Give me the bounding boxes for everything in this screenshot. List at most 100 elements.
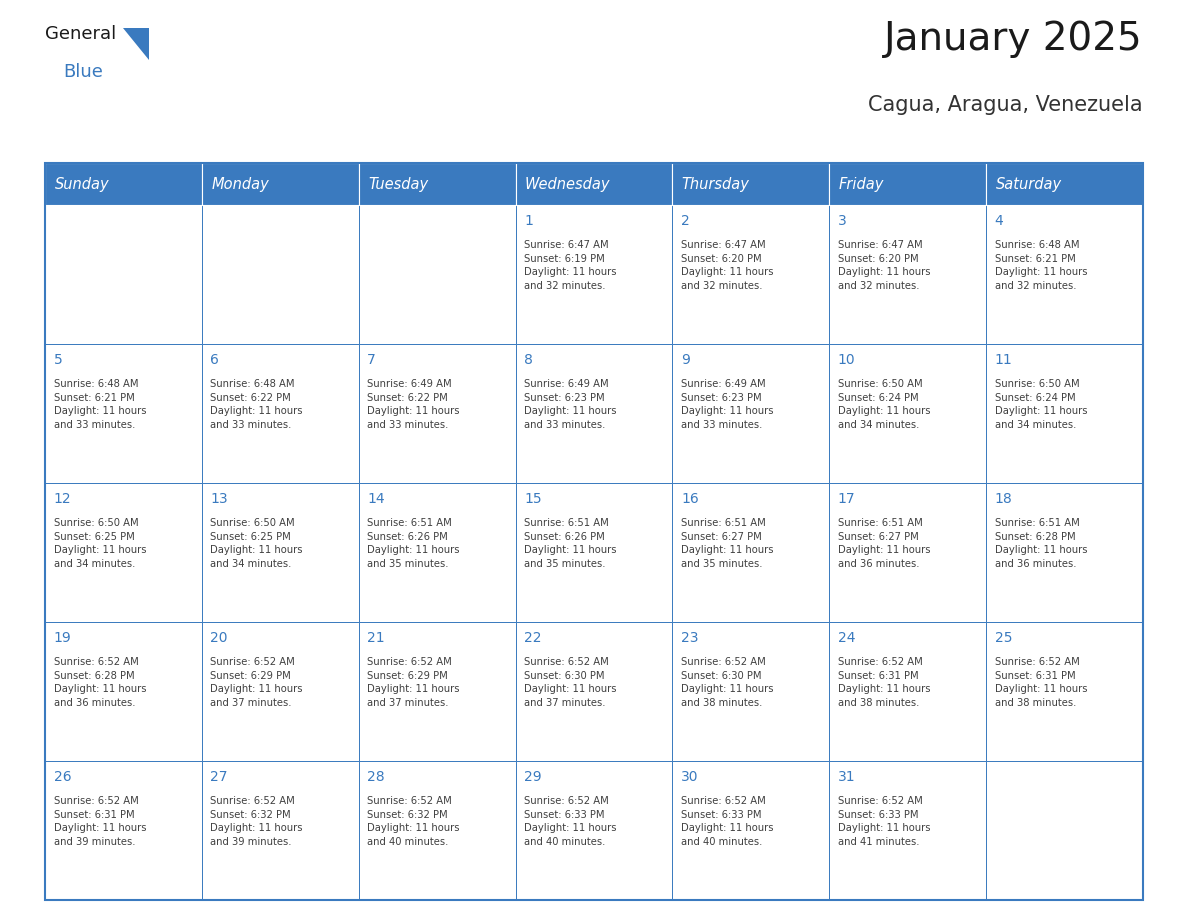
Text: Sunrise: 6:52 AM
Sunset: 6:29 PM
Daylight: 11 hours
and 37 minutes.: Sunrise: 6:52 AM Sunset: 6:29 PM Dayligh… bbox=[210, 657, 303, 708]
Text: Sunrise: 6:52 AM
Sunset: 6:28 PM
Daylight: 11 hours
and 36 minutes.: Sunrise: 6:52 AM Sunset: 6:28 PM Dayligh… bbox=[53, 657, 146, 708]
Text: Sunrise: 6:47 AM
Sunset: 6:20 PM
Daylight: 11 hours
and 32 minutes.: Sunrise: 6:47 AM Sunset: 6:20 PM Dayligh… bbox=[681, 240, 773, 291]
Text: 12: 12 bbox=[53, 492, 71, 506]
Text: Sunday: Sunday bbox=[55, 176, 109, 192]
Text: Sunrise: 6:48 AM
Sunset: 6:22 PM
Daylight: 11 hours
and 33 minutes.: Sunrise: 6:48 AM Sunset: 6:22 PM Dayligh… bbox=[210, 379, 303, 430]
Text: 13: 13 bbox=[210, 492, 228, 506]
Text: 25: 25 bbox=[994, 631, 1012, 645]
Text: Monday: Monday bbox=[211, 176, 268, 192]
Text: Sunrise: 6:52 AM
Sunset: 6:32 PM
Daylight: 11 hours
and 40 minutes.: Sunrise: 6:52 AM Sunset: 6:32 PM Dayligh… bbox=[367, 796, 460, 846]
Text: January 2025: January 2025 bbox=[884, 20, 1143, 58]
Bar bbox=[672, 622, 829, 761]
Bar bbox=[672, 483, 829, 622]
Text: Friday: Friday bbox=[839, 176, 884, 192]
Bar bbox=[986, 163, 1143, 205]
Bar bbox=[986, 622, 1143, 761]
Text: Sunrise: 6:52 AM
Sunset: 6:29 PM
Daylight: 11 hours
and 37 minutes.: Sunrise: 6:52 AM Sunset: 6:29 PM Dayligh… bbox=[367, 657, 460, 708]
Bar bbox=[45, 163, 1143, 900]
Bar bbox=[45, 344, 202, 483]
Text: Wednesday: Wednesday bbox=[525, 176, 611, 192]
Bar bbox=[359, 163, 516, 205]
Text: 15: 15 bbox=[524, 492, 542, 506]
Text: 4: 4 bbox=[994, 214, 1004, 228]
Bar bbox=[516, 622, 672, 761]
Text: Sunrise: 6:52 AM
Sunset: 6:31 PM
Daylight: 11 hours
and 39 minutes.: Sunrise: 6:52 AM Sunset: 6:31 PM Dayligh… bbox=[53, 796, 146, 846]
Text: 22: 22 bbox=[524, 631, 542, 645]
Bar bbox=[672, 163, 829, 205]
Text: Sunrise: 6:50 AM
Sunset: 6:24 PM
Daylight: 11 hours
and 34 minutes.: Sunrise: 6:50 AM Sunset: 6:24 PM Dayligh… bbox=[838, 379, 930, 430]
Bar bbox=[672, 344, 829, 483]
Text: 10: 10 bbox=[838, 353, 855, 367]
Text: Sunrise: 6:52 AM
Sunset: 6:33 PM
Daylight: 11 hours
and 40 minutes.: Sunrise: 6:52 AM Sunset: 6:33 PM Dayligh… bbox=[681, 796, 773, 846]
Bar bbox=[672, 205, 829, 344]
Text: 26: 26 bbox=[53, 770, 71, 784]
Bar bbox=[45, 761, 202, 900]
Text: Sunrise: 6:51 AM
Sunset: 6:28 PM
Daylight: 11 hours
and 36 minutes.: Sunrise: 6:51 AM Sunset: 6:28 PM Dayligh… bbox=[994, 518, 1087, 569]
Text: Sunrise: 6:52 AM
Sunset: 6:31 PM
Daylight: 11 hours
and 38 minutes.: Sunrise: 6:52 AM Sunset: 6:31 PM Dayligh… bbox=[994, 657, 1087, 708]
Text: 19: 19 bbox=[53, 631, 71, 645]
Text: Sunrise: 6:50 AM
Sunset: 6:25 PM
Daylight: 11 hours
and 34 minutes.: Sunrise: 6:50 AM Sunset: 6:25 PM Dayligh… bbox=[210, 518, 303, 569]
Bar bbox=[202, 761, 359, 900]
Text: Tuesday: Tuesday bbox=[368, 176, 428, 192]
Text: Sunrise: 6:50 AM
Sunset: 6:24 PM
Daylight: 11 hours
and 34 minutes.: Sunrise: 6:50 AM Sunset: 6:24 PM Dayligh… bbox=[994, 379, 1087, 430]
Bar bbox=[45, 622, 202, 761]
Text: 2: 2 bbox=[681, 214, 690, 228]
Bar bbox=[986, 344, 1143, 483]
Text: Sunrise: 6:48 AM
Sunset: 6:21 PM
Daylight: 11 hours
and 32 minutes.: Sunrise: 6:48 AM Sunset: 6:21 PM Dayligh… bbox=[994, 240, 1087, 291]
Text: Sunrise: 6:52 AM
Sunset: 6:32 PM
Daylight: 11 hours
and 39 minutes.: Sunrise: 6:52 AM Sunset: 6:32 PM Dayligh… bbox=[210, 796, 303, 846]
Text: Sunrise: 6:47 AM
Sunset: 6:19 PM
Daylight: 11 hours
and 32 minutes.: Sunrise: 6:47 AM Sunset: 6:19 PM Dayligh… bbox=[524, 240, 617, 291]
Text: 7: 7 bbox=[367, 353, 377, 367]
Text: Sunrise: 6:51 AM
Sunset: 6:27 PM
Daylight: 11 hours
and 35 minutes.: Sunrise: 6:51 AM Sunset: 6:27 PM Dayligh… bbox=[681, 518, 773, 569]
Bar bbox=[829, 761, 986, 900]
Text: 14: 14 bbox=[367, 492, 385, 506]
Bar bbox=[516, 483, 672, 622]
Text: 1: 1 bbox=[524, 214, 533, 228]
Text: 6: 6 bbox=[210, 353, 220, 367]
Text: Sunrise: 6:48 AM
Sunset: 6:21 PM
Daylight: 11 hours
and 33 minutes.: Sunrise: 6:48 AM Sunset: 6:21 PM Dayligh… bbox=[53, 379, 146, 430]
Text: Sunrise: 6:49 AM
Sunset: 6:23 PM
Daylight: 11 hours
and 33 minutes.: Sunrise: 6:49 AM Sunset: 6:23 PM Dayligh… bbox=[681, 379, 773, 430]
Text: General: General bbox=[45, 25, 116, 43]
Text: 21: 21 bbox=[367, 631, 385, 645]
Text: 3: 3 bbox=[838, 214, 847, 228]
Bar bbox=[45, 483, 202, 622]
Text: Sunrise: 6:51 AM
Sunset: 6:27 PM
Daylight: 11 hours
and 36 minutes.: Sunrise: 6:51 AM Sunset: 6:27 PM Dayligh… bbox=[838, 518, 930, 569]
Text: 31: 31 bbox=[838, 770, 855, 784]
Bar bbox=[202, 163, 359, 205]
Text: 23: 23 bbox=[681, 631, 699, 645]
Text: Blue: Blue bbox=[63, 63, 103, 81]
Bar bbox=[359, 344, 516, 483]
Bar bbox=[202, 205, 359, 344]
Bar bbox=[359, 205, 516, 344]
Text: 8: 8 bbox=[524, 353, 533, 367]
Text: Sunrise: 6:52 AM
Sunset: 6:31 PM
Daylight: 11 hours
and 38 minutes.: Sunrise: 6:52 AM Sunset: 6:31 PM Dayligh… bbox=[838, 657, 930, 708]
Bar bbox=[829, 483, 986, 622]
Bar bbox=[359, 761, 516, 900]
Text: Saturday: Saturday bbox=[996, 176, 1062, 192]
Text: Sunrise: 6:50 AM
Sunset: 6:25 PM
Daylight: 11 hours
and 34 minutes.: Sunrise: 6:50 AM Sunset: 6:25 PM Dayligh… bbox=[53, 518, 146, 569]
Bar bbox=[829, 622, 986, 761]
Bar bbox=[986, 761, 1143, 900]
Bar bbox=[516, 163, 672, 205]
Text: 24: 24 bbox=[838, 631, 855, 645]
Text: 5: 5 bbox=[53, 353, 63, 367]
Bar bbox=[202, 344, 359, 483]
Text: Sunrise: 6:52 AM
Sunset: 6:30 PM
Daylight: 11 hours
and 38 minutes.: Sunrise: 6:52 AM Sunset: 6:30 PM Dayligh… bbox=[681, 657, 773, 708]
Bar bbox=[202, 483, 359, 622]
Text: Sunrise: 6:49 AM
Sunset: 6:22 PM
Daylight: 11 hours
and 33 minutes.: Sunrise: 6:49 AM Sunset: 6:22 PM Dayligh… bbox=[367, 379, 460, 430]
Text: 17: 17 bbox=[838, 492, 855, 506]
Text: 27: 27 bbox=[210, 770, 228, 784]
Text: Sunrise: 6:52 AM
Sunset: 6:33 PM
Daylight: 11 hours
and 41 minutes.: Sunrise: 6:52 AM Sunset: 6:33 PM Dayligh… bbox=[838, 796, 930, 846]
Bar bbox=[45, 205, 202, 344]
Text: Sunrise: 6:51 AM
Sunset: 6:26 PM
Daylight: 11 hours
and 35 minutes.: Sunrise: 6:51 AM Sunset: 6:26 PM Dayligh… bbox=[524, 518, 617, 569]
Bar bbox=[986, 483, 1143, 622]
Bar bbox=[516, 344, 672, 483]
Text: Sunrise: 6:49 AM
Sunset: 6:23 PM
Daylight: 11 hours
and 33 minutes.: Sunrise: 6:49 AM Sunset: 6:23 PM Dayligh… bbox=[524, 379, 617, 430]
Bar bbox=[45, 163, 202, 205]
Text: 29: 29 bbox=[524, 770, 542, 784]
Bar bbox=[516, 205, 672, 344]
Text: 30: 30 bbox=[681, 770, 699, 784]
Bar bbox=[986, 205, 1143, 344]
Bar bbox=[829, 205, 986, 344]
Text: 11: 11 bbox=[994, 353, 1012, 367]
Text: Sunrise: 6:47 AM
Sunset: 6:20 PM
Daylight: 11 hours
and 32 minutes.: Sunrise: 6:47 AM Sunset: 6:20 PM Dayligh… bbox=[838, 240, 930, 291]
Text: 20: 20 bbox=[210, 631, 228, 645]
